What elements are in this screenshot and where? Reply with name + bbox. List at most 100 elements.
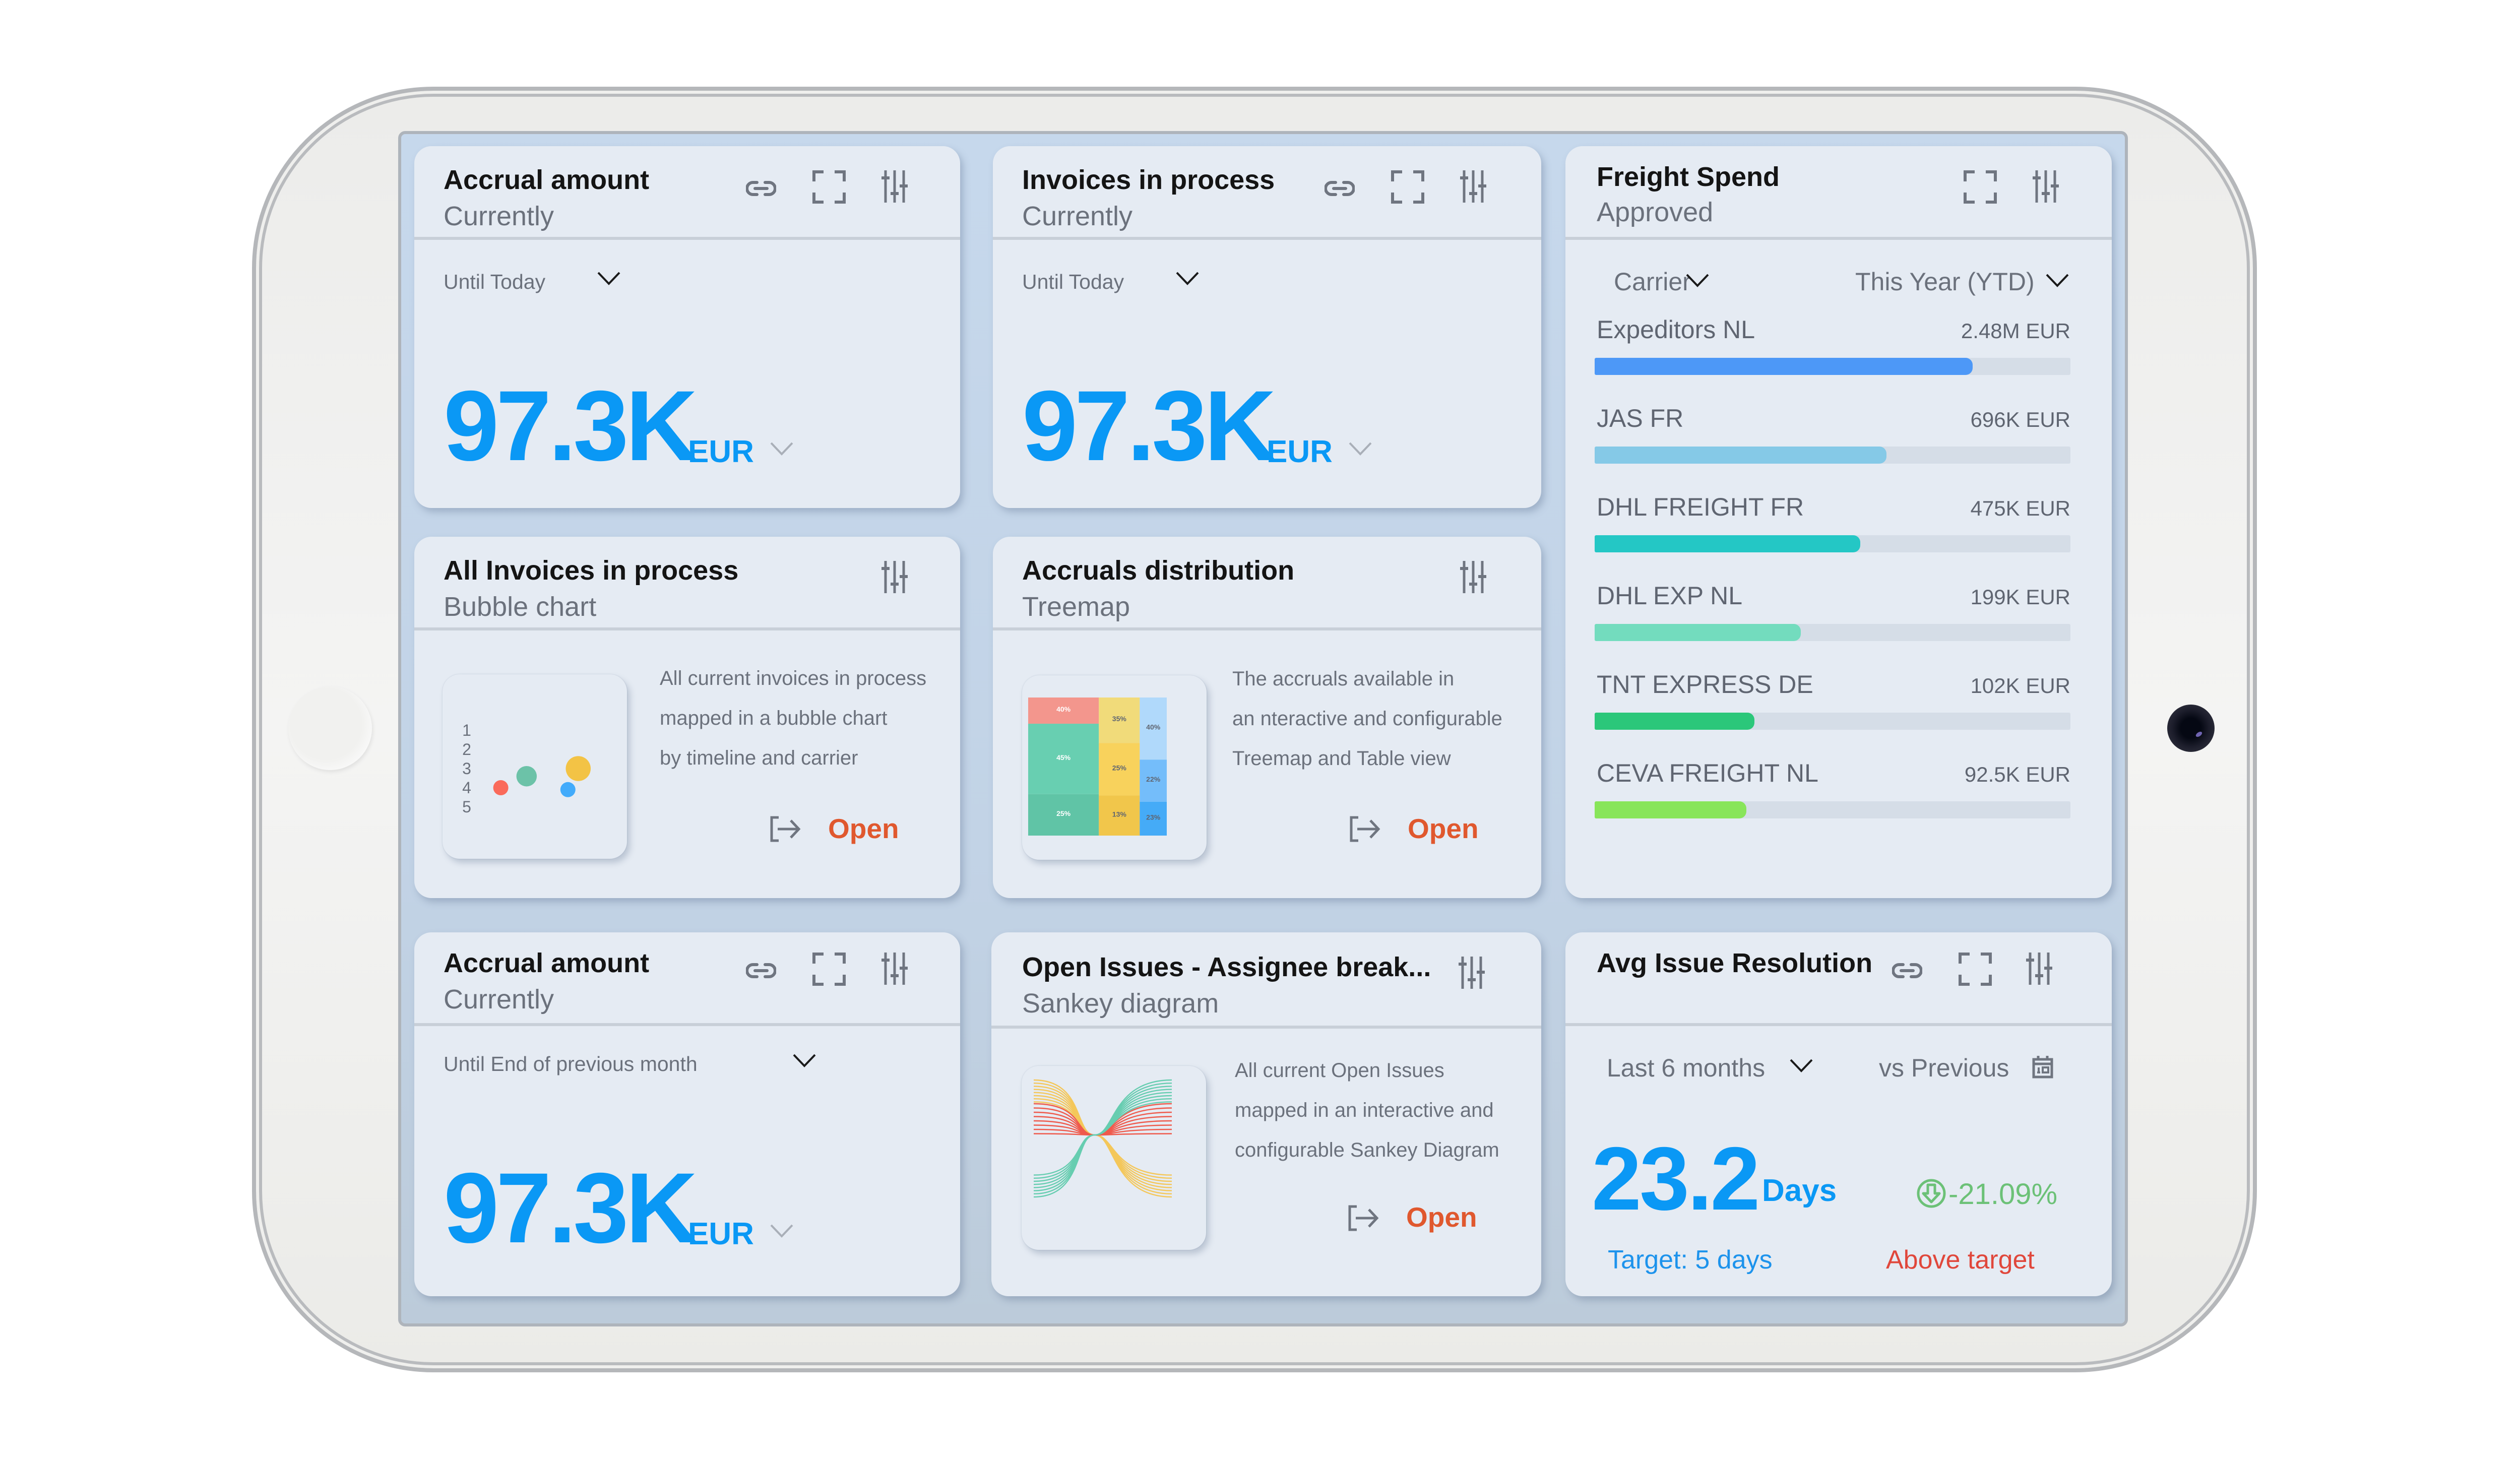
card-title: All Invoices in process (444, 555, 739, 586)
card-title: Avg Issue Resolution (1597, 948, 1873, 978)
sliders-icon[interactable] (1459, 170, 1487, 204)
card-header: Freight Spend Approved (1565, 146, 2112, 240)
fullscreen-icon[interactable] (1964, 170, 1997, 204)
y-axis-label: 4 (462, 779, 471, 797)
fullscreen-icon[interactable] (812, 170, 846, 204)
chevron-down-icon[interactable] (792, 1053, 816, 1070)
carrier-name: JAS FR (1597, 404, 1684, 432)
link-icon[interactable] (1892, 963, 1922, 979)
unit-chevron-down-icon[interactable] (770, 441, 794, 458)
sliders-icon[interactable] (880, 170, 909, 204)
card-avg-issue-resolution: Avg Issue Resolution Last 6 months vs Pr… (1565, 932, 2112, 1296)
compare-filter[interactable]: vs Previous (1879, 1054, 2009, 1082)
treemap-cell-label: 23% (1146, 813, 1161, 821)
kpi-value: 97.3K (444, 370, 698, 481)
card-subtitle: Sankey diagram (1022, 988, 1219, 1019)
description-line: All current Open Issues (1235, 1059, 1444, 1082)
carrier-amount: 475K EUR (1970, 496, 2070, 520)
description-line: an nteractive and configurable (1232, 708, 1502, 730)
period-filter[interactable]: This Year (YTD) (1855, 268, 2035, 296)
sankey-thumbnail[interactable] (1022, 1066, 1206, 1250)
kpi-value: 97.3K (1022, 370, 1276, 481)
card-header: Accruals distribution Treemap (993, 537, 1541, 630)
open-exit-icon[interactable] (770, 815, 802, 843)
target-label: Target: 5 days (1608, 1245, 1773, 1275)
carrier-filter[interactable]: Carrier (1614, 268, 1691, 296)
chevron-down-icon[interactable] (1175, 271, 1200, 288)
period-chevron-down-icon[interactable] (2045, 273, 2069, 290)
bar-track (1595, 358, 2070, 375)
fullscreen-icon[interactable] (1959, 953, 1992, 986)
bar-fill (1595, 358, 1973, 375)
carrier-name: CEVA FREIGHT NL (1597, 759, 1818, 787)
period-filter[interactable]: Last 6 months (1607, 1054, 1766, 1082)
period-filter[interactable]: Until Today (444, 270, 546, 293)
period-filter[interactable]: Until Today (1022, 270, 1124, 293)
period-filter[interactable]: Until End of previous month (444, 1052, 698, 1075)
bar-track (1595, 624, 2070, 641)
unit-chevron-down-icon[interactable] (770, 1224, 794, 1240)
trend-down-icon (1916, 1178, 1946, 1209)
carrier-chevron-down-icon[interactable] (1685, 273, 1710, 290)
calendar-icon[interactable] (2032, 1055, 2053, 1079)
open-exit-icon[interactable] (1349, 815, 1381, 843)
treemap-preview: 40% 45% 25% 35% 25% 13% 40% 22% 23% (1028, 698, 1167, 836)
kpi-unit: EUR (688, 434, 754, 469)
fullscreen-icon[interactable] (1391, 170, 1424, 204)
sliders-icon[interactable] (880, 561, 909, 594)
card-title: Invoices in process (1022, 165, 1275, 195)
carrier-amount: 199K EUR (1970, 585, 2070, 609)
treemap-cell (1140, 759, 1167, 802)
carrier-name: DHL FREIGHT FR (1597, 493, 1804, 521)
description-line: The accruals available in (1232, 668, 1455, 690)
treemap-cell (1028, 724, 1099, 794)
sankey-preview (1033, 1079, 1172, 1198)
carrier-amount: 696K EUR (1970, 408, 2070, 431)
home-button[interactable] (288, 686, 372, 770)
treemap-cell (1099, 698, 1140, 743)
card-subtitle: Treemap (1022, 592, 1130, 622)
y-axis-label: 2 (462, 740, 471, 758)
link-icon[interactable] (746, 963, 776, 979)
card-accrual-amount-top: Accrual amount Currently Until Today 97.… (414, 146, 960, 508)
change-percent: -21.09% (1948, 1178, 2058, 1211)
card-accrual-amount-bottom: Accrual amount Currently Until End of pr… (414, 932, 960, 1296)
bubble (516, 766, 537, 787)
sliders-icon[interactable] (1458, 957, 1486, 990)
sliders-icon[interactable] (2025, 953, 2053, 986)
link-icon[interactable] (1325, 180, 1355, 197)
link-icon[interactable] (746, 180, 776, 197)
treemap-cell (1099, 743, 1140, 796)
card-accruals-distribution[interactable]: Accruals distribution Treemap 40% 45% 25% 3… (993, 537, 1541, 898)
period-chevron-down-icon[interactable] (1789, 1058, 1813, 1075)
treemap-thumbnail[interactable]: 40% 45% 25% 35% 25% 13% 40% 22% 23% (1022, 675, 1207, 860)
treemap-cell-label: 13% (1112, 810, 1127, 818)
bar-fill (1595, 535, 1860, 552)
treemap-cell (1028, 698, 1099, 724)
chevron-down-icon[interactable] (597, 271, 621, 288)
sliders-icon[interactable] (880, 953, 909, 986)
carrier-name: DHL EXP NL (1597, 582, 1743, 610)
treemap-cell-label: 40% (1146, 723, 1161, 731)
bar-track (1595, 447, 2070, 464)
fullscreen-icon[interactable] (812, 953, 846, 986)
open-exit-icon[interactable] (1348, 1205, 1380, 1232)
camera-icon (2167, 705, 2215, 752)
open-button[interactable]: Open (1408, 813, 1479, 844)
description-line: mapped in a bubble chart (660, 707, 888, 729)
sliders-icon[interactable] (2032, 170, 2060, 204)
unit-chevron-down-icon[interactable] (1348, 441, 1372, 458)
treemap-cell (1140, 698, 1167, 760)
card-subtitle: Currently (444, 984, 554, 1015)
open-button[interactable]: Open (828, 813, 899, 844)
bar-track (1595, 801, 2070, 818)
card-header: All Invoices in process Bubble chart (414, 537, 960, 630)
card-subtitle: Bubble chart (444, 592, 597, 622)
card-open-issues-sankey[interactable]: Open Issues - Assignee break... Sankey d… (991, 932, 1541, 1296)
sliders-icon[interactable] (1459, 561, 1487, 594)
open-button[interactable]: Open (1406, 1201, 1477, 1233)
card-subtitle: Approved (1597, 197, 1714, 227)
